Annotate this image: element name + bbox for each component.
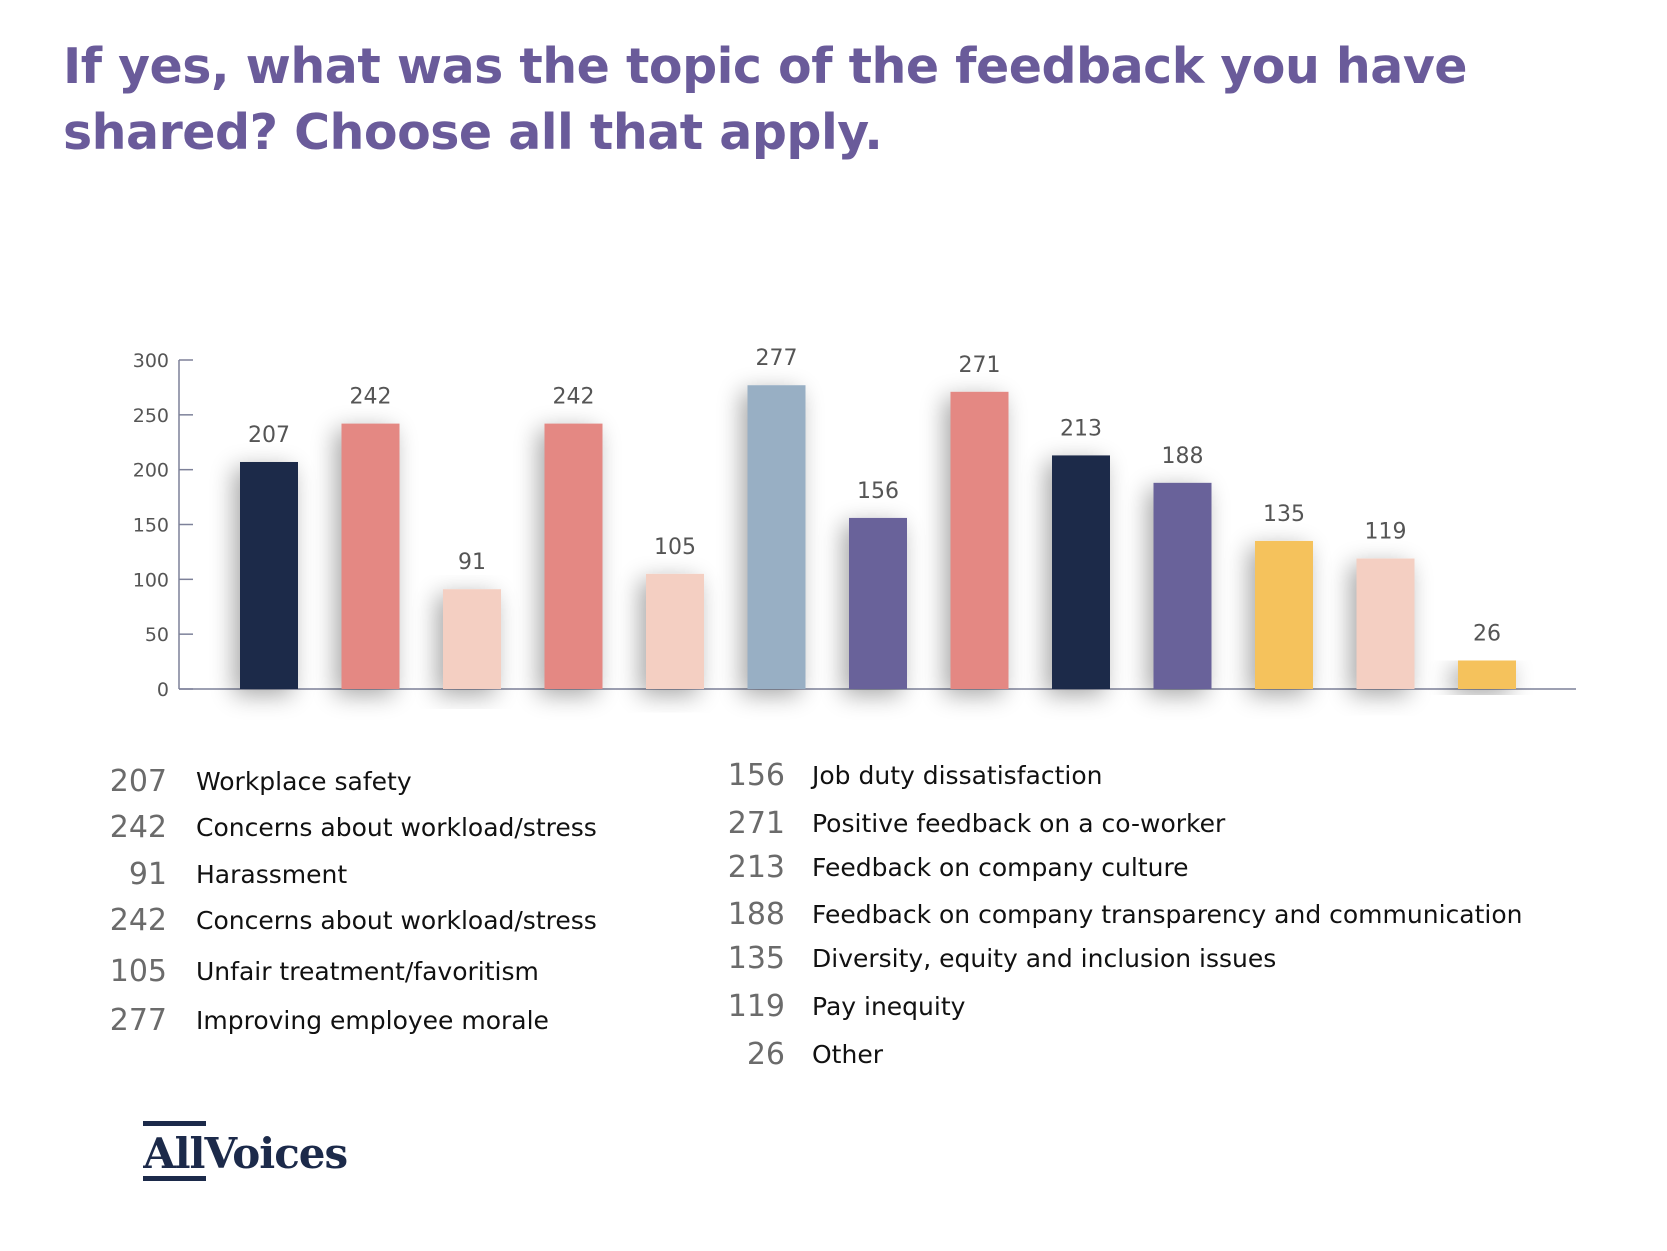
- chart-title: If yes, what was the topic of the feedba…: [63, 38, 1468, 161]
- legend-value: 207: [109, 763, 167, 799]
- bar: [950, 391, 1009, 689]
- legend-label: Concerns about workload/stress: [196, 905, 597, 935]
- bar: [1255, 540, 1313, 689]
- y-tick-label: 100: [133, 569, 169, 591]
- legend-value: 26: [746, 1036, 785, 1072]
- legend-label: Pay inequity: [812, 991, 966, 1021]
- data-label: 119: [1365, 519, 1407, 544]
- legend-value: 105: [109, 953, 167, 989]
- y-tick-label: 150: [133, 515, 169, 537]
- legend-value: 156: [727, 757, 785, 793]
- bar: [544, 423, 603, 689]
- legend-label: Other: [812, 1039, 883, 1069]
- data-label: 242: [350, 385, 392, 410]
- legend-label: Concerns about workload/stress: [196, 812, 597, 842]
- bar: [747, 385, 806, 689]
- data-label: 213: [1060, 416, 1102, 441]
- bar: [443, 589, 501, 689]
- bar: [1153, 482, 1212, 689]
- legend-label: Feedback on company culture: [812, 852, 1189, 882]
- bar: [240, 461, 298, 689]
- data-label: 277: [756, 346, 798, 371]
- legend-label: Harassment: [196, 859, 348, 889]
- y-tick-label: 50: [145, 624, 169, 646]
- data-label: 26: [1473, 621, 1501, 646]
- bar: [849, 517, 907, 689]
- data-label: 156: [857, 479, 899, 504]
- legend-value: 213: [727, 849, 785, 885]
- legend-label: Job duty dissatisfaction: [812, 760, 1103, 790]
- svg-text:AllVoices: AllVoices: [143, 1129, 347, 1178]
- legend-label: Positive feedback on a co-worker: [812, 808, 1226, 838]
- data-label: 105: [654, 535, 696, 560]
- bar: [341, 423, 400, 689]
- data-label: 91: [458, 550, 486, 575]
- legend-value: 119: [727, 988, 785, 1024]
- bar: [1052, 455, 1110, 689]
- allvoices-logo: AllVoices: [143, 1121, 348, 1181]
- legend-label: Improving employee morale: [196, 1005, 549, 1035]
- y-tick-label: 250: [133, 405, 169, 427]
- legend-value: 91: [128, 856, 167, 892]
- legend-value: 242: [109, 902, 167, 938]
- bar-chart: 0 50 100 150 200 250 300 207 242 91 242 105 277 156 2…: [133, 346, 1576, 701]
- legend-value: 188: [727, 896, 785, 932]
- bar: [1458, 660, 1516, 689]
- data-label: 135: [1263, 502, 1305, 527]
- y-tick-label: 200: [133, 460, 169, 482]
- legend-value: 271: [727, 805, 785, 841]
- legend-value: 277: [109, 1002, 167, 1038]
- legend-label: Workplace safety: [196, 766, 412, 796]
- legend-value: 135: [727, 940, 785, 976]
- bar: [646, 573, 704, 689]
- data-label: 271: [959, 353, 1001, 378]
- legend-label: Unfair treatment/favoritism: [196, 956, 539, 986]
- data-label: 207: [248, 423, 290, 448]
- legend-value: 242: [109, 809, 167, 845]
- y-tick-label: 0: [157, 679, 169, 701]
- legend-label: Feedback on company transparency and com…: [812, 899, 1523, 929]
- bar: [1356, 558, 1415, 689]
- legend-label: Diversity, equity and inclusion issues: [812, 943, 1277, 973]
- data-label: 242: [553, 385, 595, 410]
- y-tick-label: 300: [133, 350, 169, 372]
- data-label: 188: [1162, 444, 1204, 469]
